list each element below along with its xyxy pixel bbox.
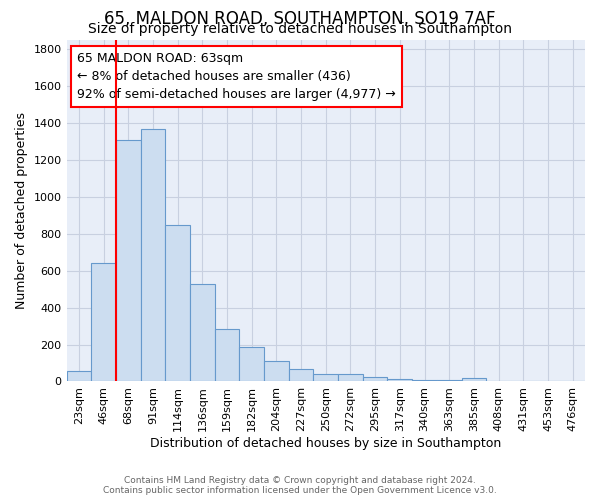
Y-axis label: Number of detached properties: Number of detached properties xyxy=(15,112,28,309)
Bar xyxy=(388,378,412,382)
Bar xyxy=(165,226,190,382)
Text: Contains HM Land Registry data © Crown copyright and database right 2024.
Contai: Contains HM Land Registry data © Crown c… xyxy=(103,476,497,495)
Bar xyxy=(67,372,91,382)
Bar xyxy=(289,368,313,382)
Bar xyxy=(338,374,363,382)
Bar xyxy=(461,378,486,382)
Bar xyxy=(560,380,585,382)
Bar xyxy=(239,348,264,382)
Text: 65 MALDON ROAD: 63sqm
← 8% of detached houses are smaller (436)
92% of semi-deta: 65 MALDON ROAD: 63sqm ← 8% of detached h… xyxy=(77,52,395,101)
Text: 65, MALDON ROAD, SOUTHAMPTON, SO19 7AF: 65, MALDON ROAD, SOUTHAMPTON, SO19 7AF xyxy=(104,10,496,28)
Bar xyxy=(264,361,289,382)
Bar xyxy=(190,284,215,382)
X-axis label: Distribution of detached houses by size in Southampton: Distribution of detached houses by size … xyxy=(150,437,502,450)
Text: Size of property relative to detached houses in Southampton: Size of property relative to detached ho… xyxy=(88,22,512,36)
Bar xyxy=(313,374,338,382)
Bar xyxy=(116,140,140,382)
Bar xyxy=(437,380,461,382)
Bar xyxy=(363,377,388,382)
Bar xyxy=(536,380,560,382)
Bar xyxy=(511,380,536,382)
Bar xyxy=(486,380,511,382)
Bar xyxy=(91,264,116,382)
Bar xyxy=(215,329,239,382)
Bar xyxy=(140,128,165,382)
Bar xyxy=(412,380,437,382)
